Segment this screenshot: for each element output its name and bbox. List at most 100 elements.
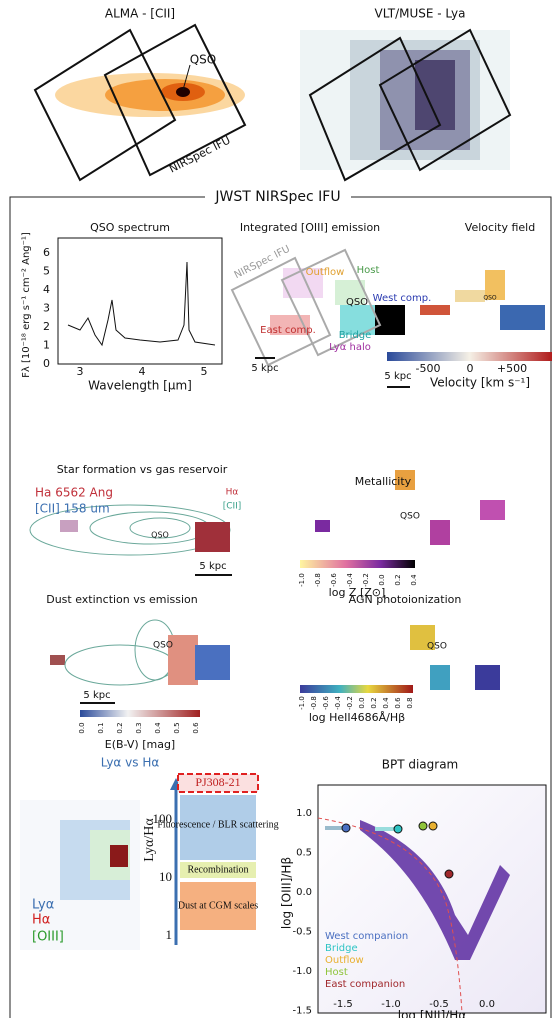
panel-title: QSO spectrum: [90, 221, 170, 234]
panel-title: Lyα vs Hα: [101, 756, 160, 770]
velocity-map: [387, 270, 545, 388]
label: East comp.: [260, 325, 316, 336]
tick-label: 3: [77, 365, 84, 378]
tick-label: 0.5: [173, 722, 181, 733]
axis-label: Fλ [10⁻¹⁸ erg s⁻¹ cm⁻² Ang⁻¹]: [21, 232, 32, 378]
tick-label: 6: [43, 246, 50, 259]
velocity-colorbar: [387, 352, 552, 361]
tick-label: 0.4: [382, 697, 390, 709]
spectrum-line: [67, 261, 216, 347]
label: Recombination: [187, 864, 248, 875]
panel-title: Dust extinction vs emission: [46, 593, 198, 606]
legend-entry: East companion: [325, 979, 405, 990]
label: Dust at CGM scales: [178, 900, 258, 911]
tick-label: 0.0: [78, 722, 86, 733]
label: Lyα halo: [329, 342, 371, 353]
tick-label: -0.6: [330, 573, 338, 587]
label: 5 kpc: [199, 561, 226, 572]
bpt-axes: [317, 784, 547, 1014]
axis-label: E(B-V) [mag]: [105, 738, 175, 751]
tick-label: 10: [159, 869, 172, 884]
tick-label: -0.8: [310, 696, 318, 710]
label: 5 kpc: [384, 371, 411, 382]
tick-label: -1.0: [298, 696, 306, 710]
dust-map: [50, 619, 230, 717]
tick-label: 5: [43, 265, 50, 278]
tick-label: 0.6: [394, 697, 402, 709]
label: West comp.: [373, 293, 432, 304]
tick-label: 0: [43, 357, 50, 370]
label: [OIII]: [32, 930, 64, 945]
panel-title: VLT/MUSE - Lya: [375, 7, 466, 21]
label: Ha 6562 Ang: [35, 486, 113, 500]
axis-label: log [OIII]/Hβ: [280, 857, 294, 929]
tick-label: 0.0: [479, 999, 495, 1010]
panel-title: Star formation vs gas reservoir: [57, 463, 228, 476]
tick-label: 0.4: [154, 722, 162, 734]
tick-label: 1: [166, 927, 173, 942]
label: 5 kpc: [83, 690, 110, 701]
panel-title: Velocity field: [465, 221, 535, 234]
tick-label: -0.5: [292, 927, 312, 938]
tick-label: 5: [201, 365, 208, 378]
label: Lyα: [32, 898, 54, 913]
tick-label: 1: [43, 339, 50, 352]
label: NIRSpec IFU: [167, 134, 233, 176]
label: Outflow: [306, 267, 345, 278]
label: PJ308-21: [195, 775, 240, 789]
tick-label: -1.0: [298, 573, 306, 587]
tick-label: 0.5: [296, 848, 312, 859]
legend-entry: West companion: [325, 931, 408, 942]
sf-map: [29, 504, 232, 576]
label: Host: [357, 265, 380, 276]
axis-label: Lyα/Hα: [142, 818, 157, 862]
label: QSO: [151, 531, 169, 540]
muse-map: [300, 28, 512, 182]
spectrum-axes: [57, 237, 223, 365]
panel-title: BPT diagram: [382, 758, 459, 772]
panel-title: Integrated [OIII] emission: [240, 221, 380, 234]
label: QSO: [346, 297, 368, 308]
lya-map: [20, 773, 259, 950]
legend-entry: Host: [325, 967, 348, 978]
tick-label: 0.4: [410, 574, 418, 586]
tick-label: 0: [467, 362, 474, 375]
frame-title: JWST NIRSpec IFU: [214, 189, 340, 205]
oiii-map: [230, 248, 405, 367]
tick-label: 0.6: [192, 722, 200, 734]
tick-label: 0.2: [116, 722, 124, 733]
axis-label: log HeII4686Å/Hβ: [309, 711, 405, 724]
label: QSO: [153, 641, 173, 651]
tick-label: -500: [416, 362, 441, 375]
tick-label: +500: [497, 362, 527, 375]
label: [CII]: [223, 502, 242, 512]
tick-label: 0.3: [135, 722, 143, 733]
tick-label: 0.2: [394, 574, 402, 585]
tick-label: -0.4: [346, 573, 354, 587]
tick-label: -0.5: [429, 999, 449, 1010]
label: Fluorescence / BLR scattering: [157, 819, 278, 830]
legend-entry: Outflow: [325, 955, 364, 966]
label: QSO: [400, 512, 420, 522]
label: QSO: [483, 295, 497, 302]
label: 5 kpc: [251, 363, 278, 374]
tick-label: 0.8: [406, 697, 414, 708]
axis-label: Wavelength [μm]: [88, 379, 192, 393]
axis-label: log Z [Z⊙]: [329, 586, 386, 599]
label: Hα: [226, 488, 239, 498]
legend-entry: Bridge: [325, 943, 358, 954]
tick-label: -0.2: [362, 573, 370, 587]
metallicity-map: [300, 470, 505, 568]
tick-label: 4: [139, 365, 146, 378]
agn-map: [300, 625, 500, 693]
tick-label: 4: [43, 283, 50, 296]
panel-title: Metallicity: [355, 475, 412, 488]
tick-label: 0.0: [358, 697, 366, 708]
tick-label: 1.0: [296, 808, 312, 819]
panel-title: ALMA - [CII]: [105, 7, 175, 21]
tick-label: 2: [43, 320, 50, 333]
tick-label: 0.0: [378, 574, 386, 585]
label: Hα: [32, 913, 50, 928]
tick-label: 3: [43, 302, 50, 315]
